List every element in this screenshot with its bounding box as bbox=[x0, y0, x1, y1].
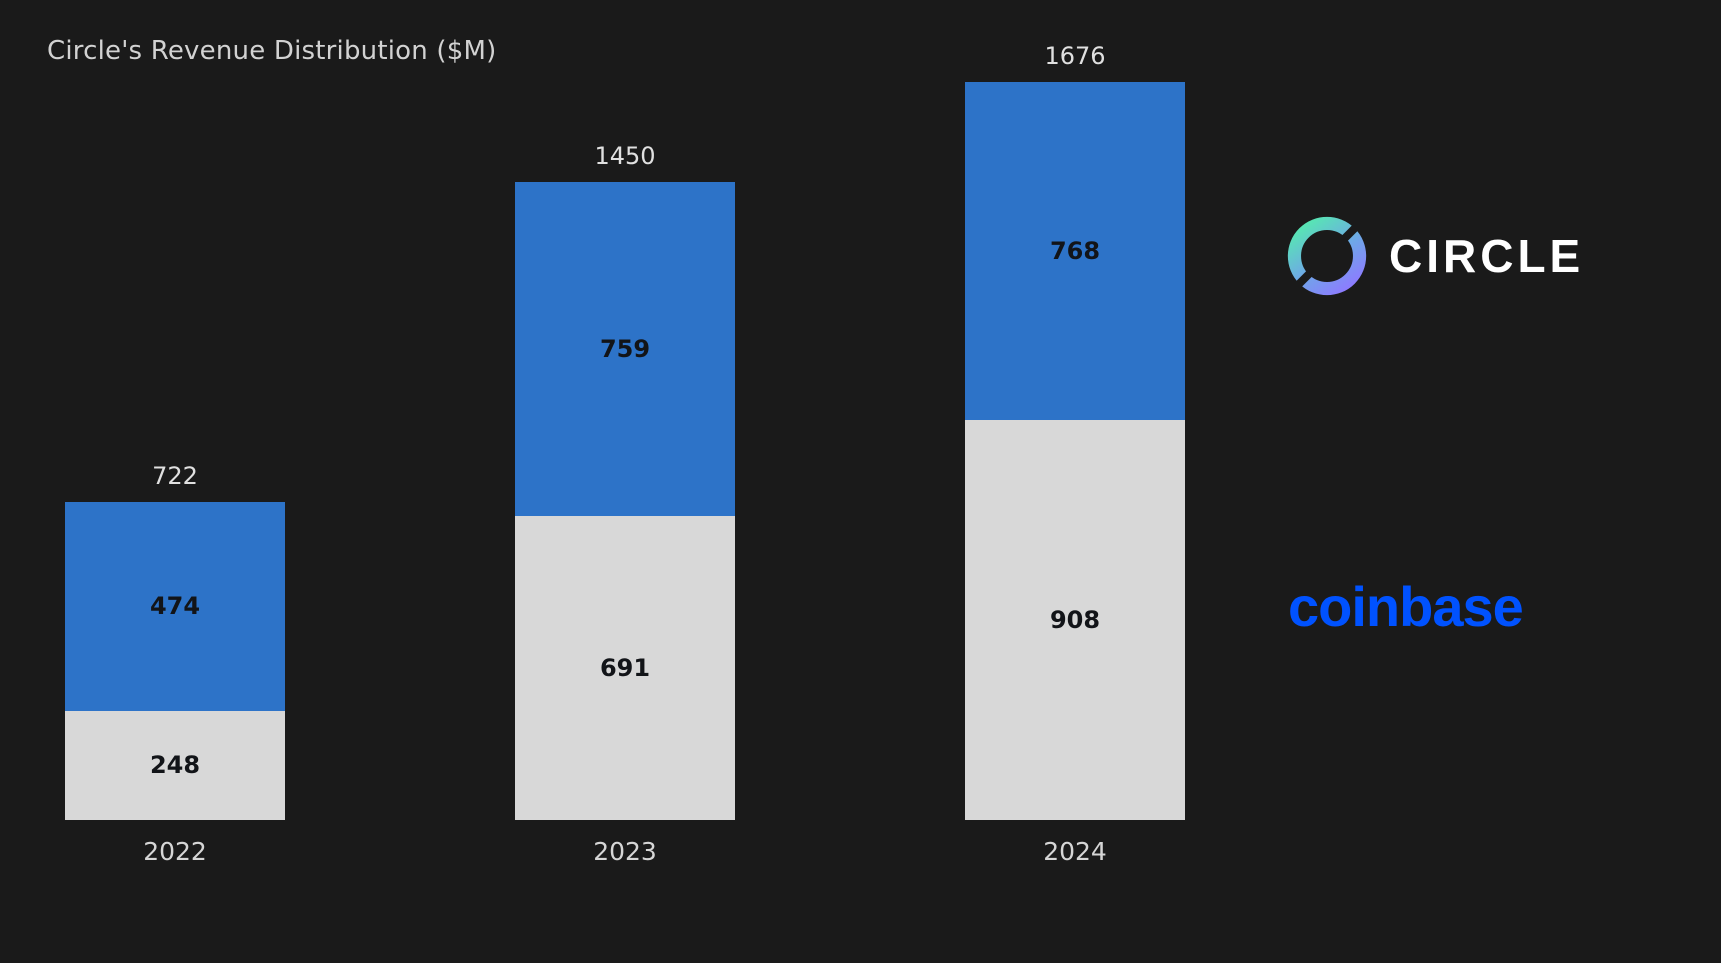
total-value-label: 722 bbox=[152, 462, 198, 491]
bar-2024: 1676 768 908 2024 bbox=[965, 42, 1185, 866]
segment-circle-share-2022: 474 bbox=[65, 502, 285, 711]
circle-wordmark: CIRCLE bbox=[1389, 230, 1585, 282]
bar-2022: 722 474 248 2022 bbox=[65, 82, 285, 866]
segment-circle-share-2023: 759 bbox=[515, 181, 735, 516]
chart-title: Circle's Revenue Distribution ($M) bbox=[47, 36, 497, 66]
category-label-2022: 2022 bbox=[143, 837, 207, 866]
segment-value-label: 759 bbox=[599, 334, 651, 363]
circle-brand-logo: CIRCLE bbox=[1283, 212, 1584, 300]
segment-value-label: 691 bbox=[599, 653, 651, 682]
segment-coinbase-share-2022: 248 bbox=[65, 710, 285, 820]
segment-coinbase-share-2024: 908 bbox=[965, 420, 1185, 820]
segment-circle-share-2024: 768 bbox=[965, 82, 1185, 421]
total-value-label: 1450 bbox=[594, 141, 656, 170]
segment-coinbase-share-2023: 691 bbox=[515, 515, 735, 820]
segment-value-label: 908 bbox=[1049, 606, 1101, 635]
category-label-2024: 2024 bbox=[1043, 837, 1107, 866]
bar-2023: 1450 759 691 2023 bbox=[515, 82, 735, 866]
total-value-label: 1676 bbox=[1044, 42, 1106, 70]
circle-ring-icon bbox=[1283, 212, 1371, 300]
segment-value-label: 248 bbox=[149, 751, 201, 780]
segment-value-label: 768 bbox=[1049, 237, 1101, 266]
segment-value-label: 474 bbox=[149, 592, 201, 621]
category-label-2023: 2023 bbox=[593, 837, 657, 866]
coinbase-wordmark: coinbase bbox=[1288, 575, 1524, 638]
chart-plot: 722 474 248 2022 1450 759 691 2023 1676 768 908 202… bbox=[65, 42, 1195, 866]
